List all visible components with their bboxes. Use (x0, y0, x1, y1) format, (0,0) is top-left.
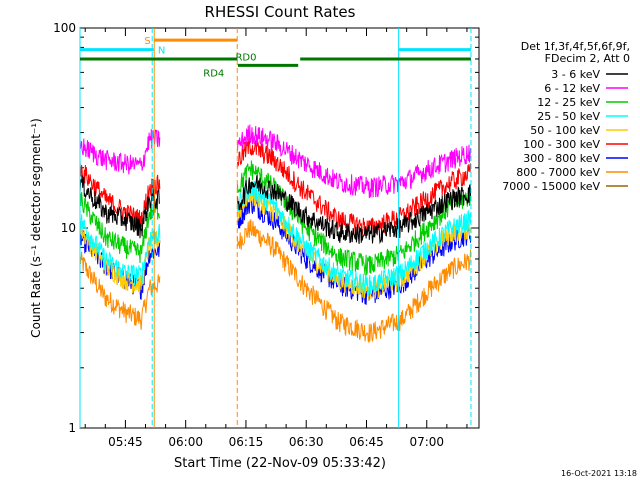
annotation-label-0: S (144, 36, 150, 47)
series-line-2 (79, 160, 472, 276)
x-tick-label: 05:45 (108, 435, 143, 449)
series-line-3 (79, 180, 472, 298)
annotation-label-3: RD0 (235, 53, 256, 64)
plot-area: 1 10 100 05:45 06:00 06:15 06:30 06:45 07:00 SN RD… (53, 21, 480, 449)
x-tick-label: 06:30 (289, 435, 324, 449)
legend-label-4: 50 - 100 keV (530, 124, 600, 137)
legend-label-6: 300 - 800 keV (523, 152, 600, 165)
legend-label-1: 6 - 12 keV (544, 82, 600, 95)
y-tick-label: 100 (53, 21, 76, 35)
chart-title: RHESSI Count Rates (205, 3, 356, 21)
legend-label-3: 25 - 50 keV (537, 110, 600, 123)
legend-label-5: 100 - 300 keV (523, 138, 600, 151)
series-line-0 (79, 175, 472, 245)
y-tick-label: 10 (61, 221, 76, 235)
x-tick-label: 07:00 (409, 435, 444, 449)
series-line-5 (79, 137, 472, 237)
legend-label-2: 12 - 25 keV (537, 96, 600, 109)
x-axis-label: Start Time (22-Nov-09 05:33:42) (174, 456, 386, 471)
annotation-label-1: N (158, 46, 165, 57)
y-axis-label: Count Rate (s⁻¹ detector segment⁻¹) (29, 118, 43, 338)
legend-header-0: Det 1f,3f,4f,5f,6f,9f, (521, 40, 630, 53)
legend-label-8: 7000 - 15000 keV (502, 180, 600, 193)
legend-label-0: 3 - 6 keV (551, 68, 600, 81)
x-tick-label: 06:45 (349, 435, 384, 449)
legend-header-1: FDecim 2, Att 0 (545, 52, 630, 65)
series-line-7 (79, 219, 472, 344)
legend: Det 1f,3f,4f,5f,6f,9f,FDecim 2, Att 0 3 -… (502, 40, 630, 193)
y-tick-label: 1 (68, 421, 76, 435)
timestamp: 16-Oct-2021 13:18 (561, 469, 637, 478)
x-tick-label: 06:15 (229, 435, 264, 449)
annotation-label-2: RD4 (203, 68, 224, 79)
legend-label-7: 800 - 7000 keV (516, 166, 600, 179)
x-tick-label: 06:00 (168, 435, 203, 449)
series-line-1 (79, 124, 472, 199)
